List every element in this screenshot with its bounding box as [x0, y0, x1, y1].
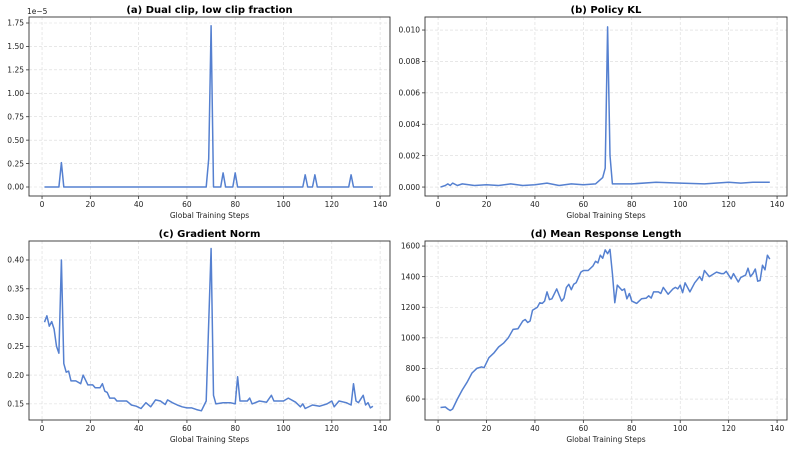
x-axis-label: Global Training Steps: [170, 435, 249, 444]
y-tick-label: 0.00: [7, 183, 24, 192]
y-tick-label: 0.002: [399, 151, 421, 160]
x-axis-label: Global Training Steps: [566, 211, 645, 220]
y-tick-label: 0.010: [399, 26, 421, 35]
subplot-d: 0 20 40 60 80 100 120 140 600 800 1000 1200 1400 1600…: [401, 229, 788, 444]
y-tick-label: 0.15: [7, 400, 24, 409]
x-tick-label: 80: [627, 200, 637, 209]
x-tick-label: 0: [436, 424, 441, 433]
axes-frame: [28, 240, 391, 421]
y-tick-label: 0.50: [7, 136, 24, 145]
x-tick-label: 40: [134, 424, 144, 433]
x-tick-label: 0: [40, 424, 45, 433]
series-line: [440, 248, 771, 412]
x-tick-label: 60: [579, 200, 589, 209]
x-tick-label: 100: [276, 200, 291, 209]
series-line: [440, 26, 770, 188]
axes-frame: [424, 240, 788, 421]
chart-title: (a) Dual clip, low clip fraction: [126, 5, 292, 16]
y-tick-label: 600: [406, 395, 421, 404]
x-tick-label: 100: [276, 424, 291, 433]
x-tick-label: 40: [530, 200, 540, 209]
x-tick-label: 140: [770, 200, 785, 209]
x-tick-label: 120: [721, 200, 736, 209]
x-tick-label: 80: [230, 200, 240, 209]
x-axis-label: Global Training Steps: [170, 211, 249, 220]
x-tick-label: 100: [673, 200, 688, 209]
subplot-c: 0 20 40 60 80 100 120 140 0.15 0.20 0.25 0.30 0.35 0.…: [7, 229, 391, 444]
chart-title: (b) Policy KL: [571, 5, 643, 16]
axes-frame: [28, 16, 391, 197]
y-tick-label: 0.25: [7, 342, 24, 351]
x-tick-label: 120: [325, 200, 340, 209]
y-tick-label: 1.75: [7, 19, 24, 28]
x-tick-label: 100: [673, 424, 688, 433]
chart-title: (c) Gradient Norm: [159, 229, 261, 240]
x-axis-label: Global Training Steps: [566, 435, 645, 444]
series-line: [44, 25, 373, 188]
x-tick-label: 20: [86, 200, 96, 209]
x-tick-label: 0: [40, 200, 45, 209]
x-tick-label: 60: [182, 200, 192, 209]
y-tick-label: 1.25: [7, 66, 24, 75]
y-tick-label: 1000: [401, 334, 420, 343]
y-tick-label: 0.25: [7, 159, 24, 168]
chart-title: (d) Mean Response Length: [531, 229, 682, 240]
x-tick-label: 140: [770, 424, 785, 433]
y-tick-label: 0.40: [7, 256, 24, 265]
x-tick-label: 20: [482, 200, 492, 209]
x-tick-label: 20: [482, 424, 492, 433]
x-tick-label: 120: [325, 424, 340, 433]
subplot-b: 0 20 40 60 80 100 120 140 0.000 0.002 0.004 0.006 0.…: [399, 5, 788, 220]
y-tick-label: 1600: [401, 242, 420, 251]
y-tick-label: 0.35: [7, 284, 24, 293]
x-tick-label: 140: [373, 200, 388, 209]
x-tick-label: 0: [436, 200, 441, 209]
x-tick-label: 60: [579, 424, 589, 433]
x-tick-label: 120: [721, 424, 736, 433]
x-tick-label: 20: [86, 424, 96, 433]
series-line: [43, 247, 374, 412]
y-tick-label: 1200: [401, 303, 420, 312]
y-tick-label: 1.00: [7, 89, 24, 98]
y-tick-label: 0.20: [7, 371, 24, 380]
y-tick-label: 0.004: [399, 120, 421, 129]
y-tick-label: 0.000: [399, 183, 421, 192]
x-tick-label: 80: [627, 424, 637, 433]
y-tick-label: 1400: [401, 272, 420, 281]
subplot-a: 0 20 40 60 80 100 120 140 0.00 0.25 0.50 0.75 1.00 1.…: [7, 5, 391, 220]
y-tick-label: 0.008: [399, 57, 421, 66]
y-tick-label: 800: [406, 364, 421, 373]
y-offset-text: 1e−5: [27, 7, 48, 16]
x-tick-label: 40: [134, 200, 144, 209]
axes-frame: [424, 16, 788, 197]
y-tick-label: 0.30: [7, 313, 24, 322]
x-tick-label: 140: [373, 424, 388, 433]
x-tick-label: 60: [182, 424, 192, 433]
y-tick-label: 1.50: [7, 42, 24, 51]
x-tick-label: 80: [230, 424, 240, 433]
y-tick-label: 0.75: [7, 112, 24, 121]
y-tick-label: 0.006: [399, 89, 421, 98]
x-tick-label: 40: [530, 424, 540, 433]
